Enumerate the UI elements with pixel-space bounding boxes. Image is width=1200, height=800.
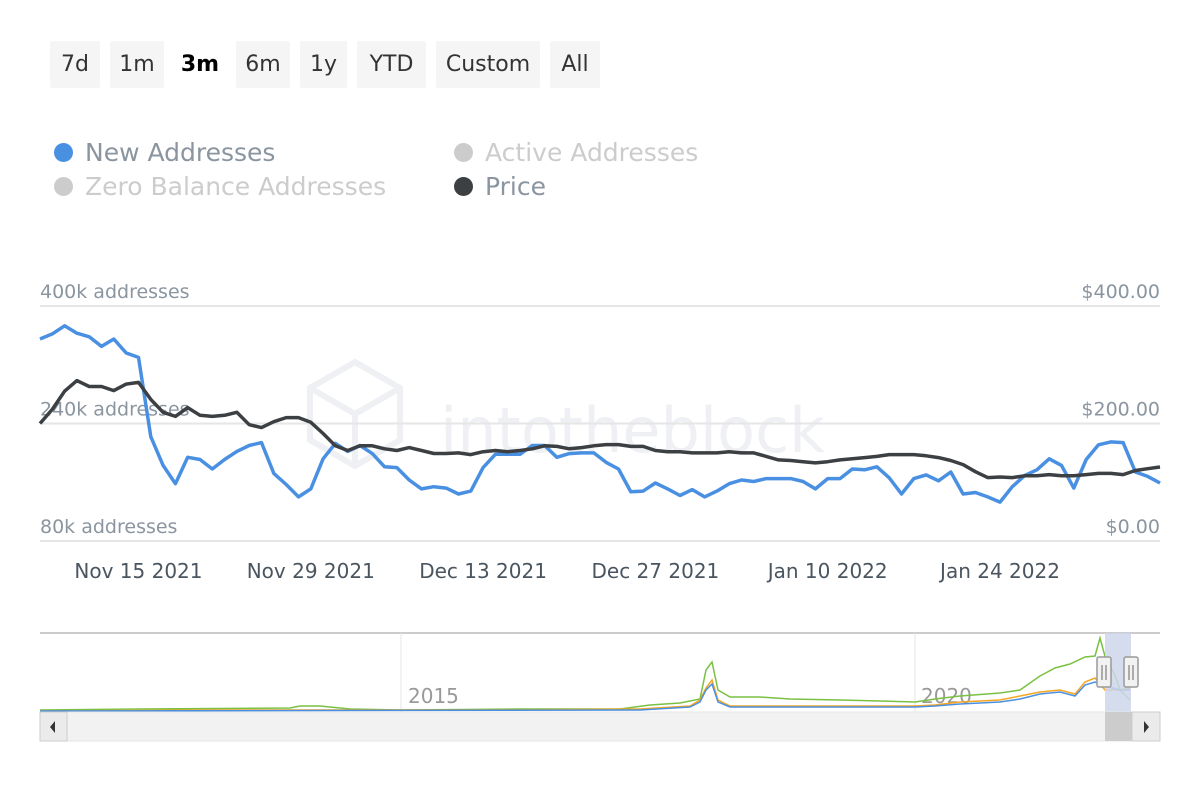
x-axis-tick-label: Jan 10 2022 xyxy=(766,559,888,583)
x-axis-tick-label: Nov 15 2021 xyxy=(74,559,202,583)
navigator-selected-range[interactable] xyxy=(1105,633,1131,713)
scrollbar[interactable] xyxy=(39,711,1161,742)
scroll-right-arrow-icon xyxy=(1144,721,1149,733)
range-button-1m[interactable]: 1m xyxy=(110,41,164,88)
left-axis-tick-label: 80k addresses xyxy=(40,516,177,538)
left-axis-tick-label: 400k addresses xyxy=(40,281,190,303)
series-line-new-addresses xyxy=(39,324,1161,504)
range-button-custom[interactable]: Custom xyxy=(436,41,540,88)
legend-label: Active Addresses xyxy=(485,138,699,167)
right-axis-tick-label: $400.00 xyxy=(1081,281,1160,303)
scrollbar-track[interactable] xyxy=(39,711,1161,742)
navigator-line-orange xyxy=(39,677,1131,712)
left-axis-tick-label: 240k addresses xyxy=(40,399,190,421)
scrollbar-left-button[interactable] xyxy=(39,711,68,742)
legend-dot-icon xyxy=(454,177,473,196)
x-axis-tick-label: Dec 13 2021 xyxy=(419,559,547,583)
legend-label: Price xyxy=(485,172,546,201)
x-axis-tick-label: Jan 24 2022 xyxy=(938,559,1060,583)
scroll-left-arrow-icon xyxy=(50,721,55,733)
navigator-line-green xyxy=(39,635,1131,711)
legend-dot-icon xyxy=(54,177,73,196)
watermark-logo-icon xyxy=(307,358,403,470)
scrollbar-thumb[interactable] xyxy=(1105,712,1132,741)
right-axis-tick-label: $0.00 xyxy=(1106,516,1160,538)
navigator-line-blue xyxy=(39,681,1130,712)
navigator-handle-right[interactable] xyxy=(1123,656,1139,688)
legend-dot-icon xyxy=(54,143,73,162)
x-axis-tick-label: Nov 29 2021 xyxy=(247,559,375,583)
range-button-6m[interactable]: 6m xyxy=(236,41,290,88)
navigator-year-label: 2015 xyxy=(408,684,459,708)
range-button-7d[interactable]: 7d xyxy=(50,41,100,88)
navigator-handle-left-grip-icon xyxy=(1101,665,1107,680)
navigator-handle-left[interactable] xyxy=(1096,656,1112,688)
legend-item-active-addresses[interactable]: Active Addresses xyxy=(454,138,698,167)
legend-label: Zero Balance Addresses xyxy=(85,172,387,201)
legend-label: New Addresses xyxy=(85,138,276,167)
x-axis-tick-label: Dec 27 2021 xyxy=(592,559,720,583)
legend-item-price[interactable]: Price xyxy=(454,172,546,201)
navigator-handle-right-grip-icon xyxy=(1128,665,1134,680)
legend-item-zero-balance-addresses[interactable]: Zero Balance Addresses xyxy=(54,172,386,201)
watermark: intotheblock xyxy=(440,394,825,467)
navigator-year-label: 2020 xyxy=(921,684,972,708)
legend-item-new-addresses[interactable]: New Addresses xyxy=(54,138,275,167)
range-button-ytd[interactable]: YTD xyxy=(357,41,426,88)
range-button-1y[interactable]: 1y xyxy=(300,41,347,88)
right-axis-tick-label: $200.00 xyxy=(1081,399,1160,421)
series-line-price xyxy=(38,378,1161,480)
legend-dot-icon xyxy=(454,143,473,162)
scrollbar-right-button[interactable] xyxy=(1131,711,1161,742)
range-button-all[interactable]: All xyxy=(550,41,600,88)
range-button-3m[interactable]: 3m xyxy=(174,41,226,88)
navigator[interactable]: 2015 2020 xyxy=(39,632,1160,713)
